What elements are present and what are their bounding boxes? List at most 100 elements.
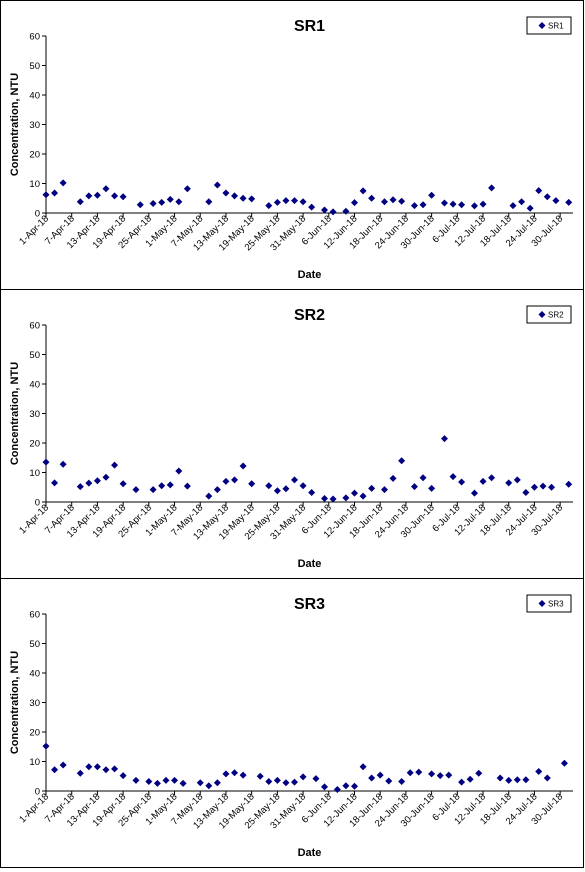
data-point — [175, 467, 183, 475]
data-point — [518, 198, 526, 206]
data-point — [132, 776, 140, 784]
legend-box — [526, 305, 572, 324]
data-point — [273, 487, 281, 495]
data-point — [158, 482, 166, 490]
data-point — [440, 199, 448, 207]
data-point — [119, 480, 127, 488]
data-point — [458, 778, 466, 786]
data-point — [239, 771, 247, 779]
legend-marker-icon — [538, 600, 546, 607]
data-point — [93, 477, 101, 485]
data-point — [132, 486, 140, 494]
data-point — [291, 476, 299, 484]
data-point — [488, 184, 496, 192]
legend-marker-icon — [538, 311, 546, 318]
data-point — [183, 185, 191, 193]
legend-box — [526, 16, 572, 35]
data-point — [342, 207, 350, 215]
data-point — [102, 473, 110, 481]
data-point — [445, 771, 453, 779]
data-point — [183, 482, 191, 490]
data-point — [231, 769, 239, 777]
data-point — [175, 198, 183, 206]
data-point — [505, 776, 513, 784]
chart-sr3: SR301020304050601-Apr-187-Apr-1813-Apr-1… — [9, 594, 573, 859]
legend: SR2 — [526, 305, 572, 324]
data-point — [145, 778, 153, 786]
data-point — [51, 189, 59, 197]
data-point — [265, 482, 273, 490]
data-point — [162, 776, 170, 784]
data-point — [436, 772, 444, 780]
data-point — [440, 435, 448, 443]
data-point — [171, 776, 179, 784]
data-point — [248, 195, 256, 203]
data-point — [535, 187, 543, 195]
data-point — [85, 192, 93, 200]
data-point — [406, 769, 414, 777]
chart-title: SR3 — [294, 596, 325, 613]
data-point — [59, 460, 67, 468]
data-point — [470, 489, 478, 497]
legend: SR1 — [526, 16, 572, 35]
data-point — [85, 479, 93, 487]
data-point — [196, 779, 204, 787]
data-point — [513, 476, 521, 484]
data-point — [76, 198, 84, 206]
data-point — [410, 483, 418, 491]
data-point — [213, 486, 221, 494]
y-tick-label: 0 — [35, 498, 40, 509]
data-point — [526, 204, 534, 212]
data-point — [93, 763, 101, 771]
legend-marker-icon — [538, 22, 546, 29]
data-point — [282, 485, 290, 493]
data-point — [119, 772, 127, 780]
data-point — [376, 771, 384, 779]
data-point — [308, 203, 316, 211]
data-point — [153, 779, 161, 787]
data-point — [273, 776, 281, 784]
data-point — [282, 197, 290, 205]
series-SR2 — [42, 435, 573, 503]
data-point — [398, 197, 406, 205]
data-point — [102, 766, 110, 774]
data-point — [291, 197, 299, 205]
data-point — [308, 489, 316, 497]
data-point — [320, 494, 328, 502]
y-tick-label: 40 — [29, 91, 40, 102]
data-point — [273, 198, 281, 206]
data-point — [51, 479, 59, 487]
data-point — [42, 191, 50, 199]
series-SR3 — [42, 742, 568, 794]
data-point — [342, 494, 350, 502]
chart-sr2: SR201020304050601-Apr-187-Apr-1813-Apr-1… — [9, 305, 573, 570]
data-point — [239, 194, 247, 202]
y-tick-label: 10 — [29, 179, 40, 190]
data-point — [509, 202, 517, 210]
chart-panel-sr1: SR1 0 10 20 30 40 50 60 1-Apr-18 7-Apr-18 13-Apr-1… — [0, 0, 584, 290]
chart-title: SR1 — [294, 18, 325, 35]
data-point — [76, 483, 84, 491]
y-tick-label: 50 — [29, 61, 40, 72]
data-point — [359, 492, 367, 500]
data-point — [320, 206, 328, 214]
series-SR1 — [42, 179, 573, 216]
y-tick-label: 30 — [29, 120, 40, 131]
data-point — [479, 200, 487, 208]
data-point — [380, 198, 388, 206]
y-tick-label: 30 — [29, 409, 40, 420]
data-point — [543, 193, 551, 201]
data-point — [299, 773, 307, 781]
data-point — [333, 786, 341, 794]
data-point — [479, 477, 487, 485]
data-point — [265, 778, 273, 786]
y-tick-label: 40 — [29, 380, 40, 391]
data-point — [329, 495, 337, 503]
y-tick-label: 20 — [29, 150, 40, 161]
data-point — [368, 194, 376, 202]
data-point — [419, 201, 427, 209]
data-point — [222, 477, 230, 485]
chart-title: SR2 — [294, 307, 325, 324]
data-point — [522, 489, 530, 497]
legend-box — [526, 594, 572, 613]
